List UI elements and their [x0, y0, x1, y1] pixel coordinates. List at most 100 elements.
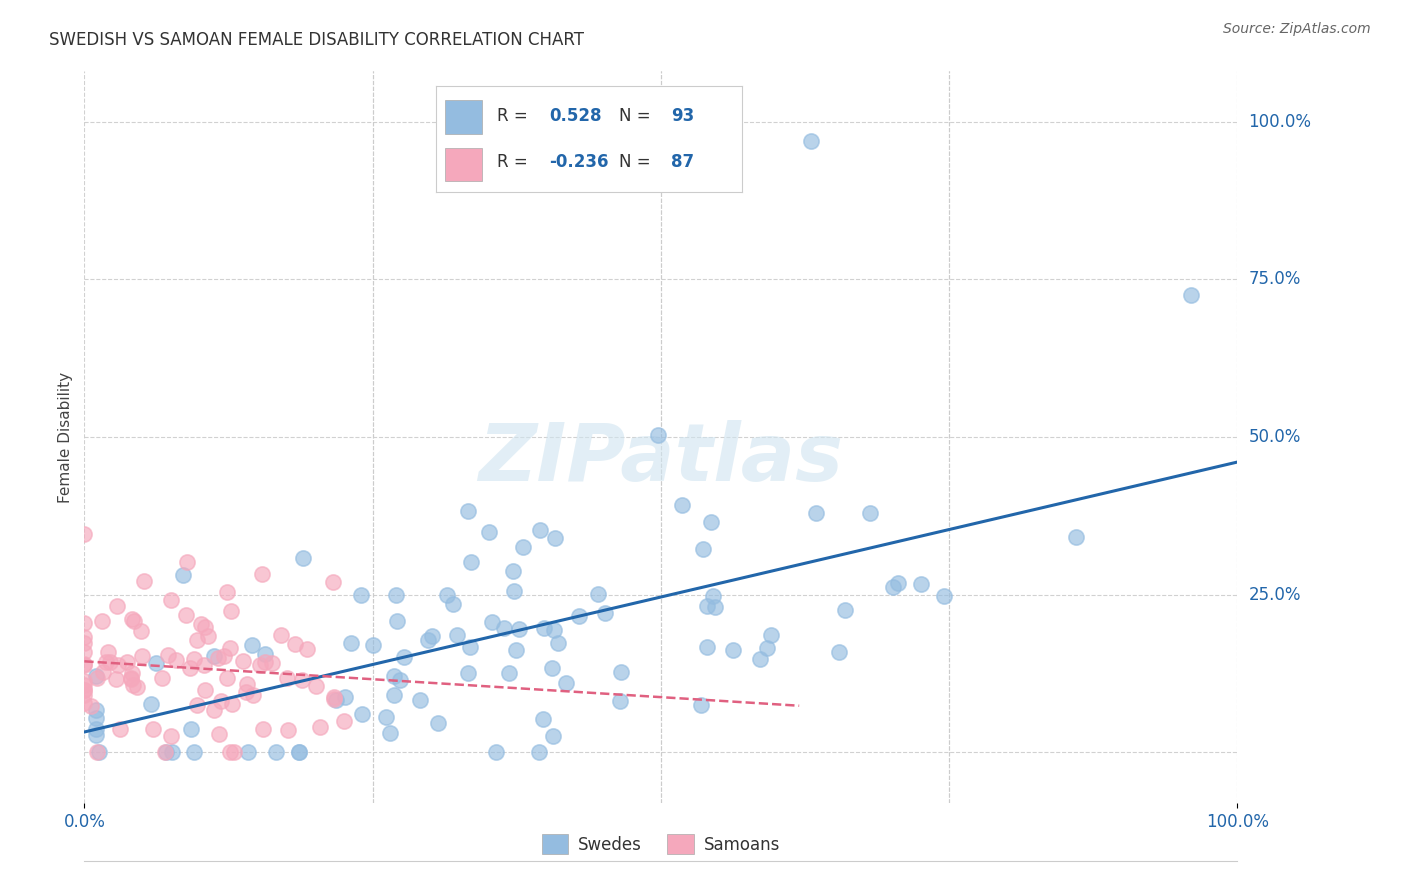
Point [458, 640, 481, 654]
Point [252, 723, 274, 737]
Point [1064, 530, 1087, 544]
Point [207, 727, 229, 741]
Point [73, 527, 96, 541]
Point [236, 745, 259, 759]
Point [87, 745, 110, 759]
Point [291, 550, 314, 565]
Point [218, 745, 240, 759]
Point [84, 703, 107, 717]
Point [554, 676, 576, 690]
Point [859, 506, 882, 520]
Point [207, 650, 229, 665]
Point [173, 568, 195, 582]
Point [696, 640, 718, 655]
Point [363, 638, 385, 652]
Text: 100.0%: 100.0% [1249, 112, 1312, 131]
Point [73, 682, 96, 697]
Text: 75.0%: 75.0% [1249, 270, 1301, 288]
Point [882, 580, 904, 594]
Point [457, 666, 479, 681]
Legend: Swedes, Samoans: Swedes, Samoans [534, 828, 787, 860]
Point [703, 600, 725, 615]
Point [723, 643, 745, 657]
Point [194, 620, 217, 634]
Point [73, 673, 96, 688]
Point [84, 722, 107, 736]
Point [270, 628, 292, 642]
Point [253, 647, 276, 661]
Point [291, 673, 314, 688]
Point [209, 694, 232, 708]
Point [84, 711, 107, 725]
Point [350, 588, 373, 602]
Point [150, 671, 173, 685]
Point [250, 567, 273, 582]
Point [503, 583, 526, 598]
Point [647, 428, 669, 442]
Point [236, 677, 259, 691]
Point [484, 745, 506, 759]
Y-axis label: Female Disability: Female Disability [58, 371, 73, 503]
Point [186, 698, 208, 713]
Point [242, 688, 264, 702]
Point [240, 638, 263, 652]
Point [804, 506, 827, 520]
Point [80, 699, 103, 714]
Point [232, 654, 254, 668]
Point [107, 657, 129, 672]
Point [249, 657, 271, 672]
Point [333, 690, 356, 704]
Point [478, 524, 501, 539]
Point [277, 723, 299, 737]
Point [544, 532, 567, 546]
Point [1180, 288, 1202, 302]
Point [409, 693, 432, 707]
Point [134, 574, 156, 589]
Point [756, 641, 779, 656]
Point [385, 615, 408, 629]
Point [276, 672, 298, 686]
Point [352, 706, 374, 721]
Point [122, 678, 145, 692]
Point [73, 631, 96, 645]
Point [295, 642, 318, 657]
Point [382, 669, 405, 683]
Point [932, 589, 955, 603]
Point [217, 671, 239, 685]
Point [547, 636, 569, 650]
Point [155, 745, 177, 759]
Text: ZIPatlas: ZIPatlas [478, 420, 844, 498]
Text: Source: ZipAtlas.com: Source: ZipAtlas.com [1223, 22, 1371, 37]
Point [86, 745, 108, 759]
Point [910, 576, 932, 591]
Point [262, 656, 284, 670]
Point [436, 588, 458, 602]
Point [139, 698, 162, 712]
Point [90, 615, 112, 629]
Point [73, 635, 96, 649]
Point [541, 729, 564, 743]
Point [91, 665, 114, 679]
Point [204, 703, 226, 717]
Point [120, 671, 142, 685]
Point [264, 745, 287, 759]
Point [197, 628, 219, 642]
Point [322, 692, 344, 706]
Point [73, 688, 96, 702]
Point [700, 515, 723, 529]
Point [202, 649, 225, 664]
Point [121, 666, 143, 681]
Point [222, 745, 245, 759]
Point [418, 633, 440, 648]
Point [692, 541, 714, 556]
Point [254, 655, 277, 669]
Point [105, 672, 128, 686]
Point [333, 714, 356, 729]
Point [388, 673, 411, 687]
Point [174, 608, 197, 623]
Point [441, 597, 464, 611]
Point [494, 621, 516, 635]
Point [100, 655, 122, 669]
Point [194, 682, 217, 697]
Point [481, 615, 503, 629]
